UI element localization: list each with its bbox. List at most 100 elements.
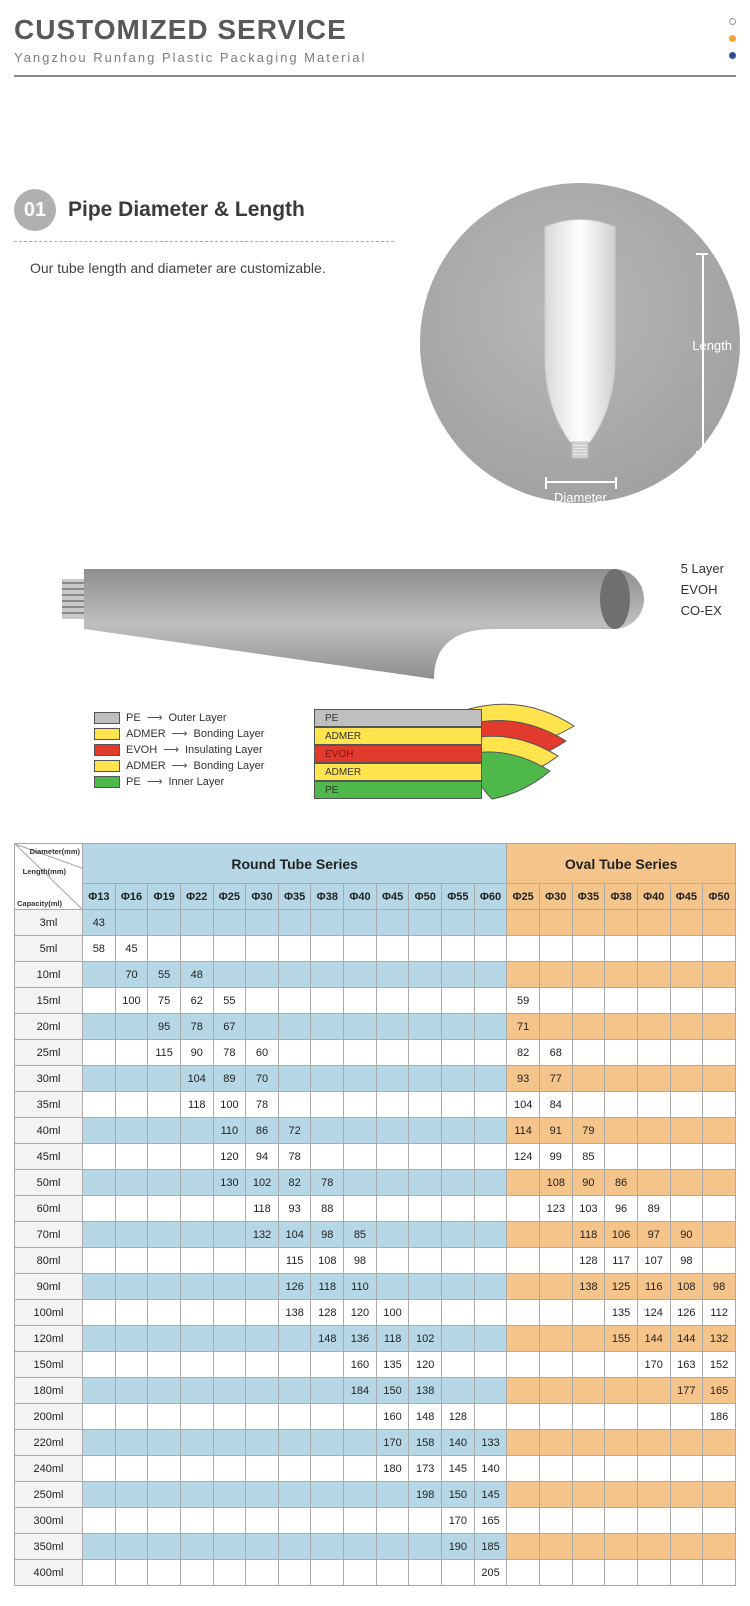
value-cell (115, 1014, 148, 1040)
value-cell: 79 (572, 1118, 605, 1144)
value-cell (442, 962, 475, 988)
value-cell: 160 (376, 1404, 409, 1430)
value-cell (115, 1560, 148, 1586)
value-cell (148, 1534, 181, 1560)
value-cell (246, 936, 279, 962)
corner-label: Length(mm) (23, 868, 66, 876)
value-cell (572, 1508, 605, 1534)
value-cell (507, 1352, 540, 1378)
value-cell (148, 1196, 181, 1222)
value-cell: 177 (670, 1378, 703, 1404)
value-cell: 118 (376, 1326, 409, 1352)
value-cell (83, 1534, 116, 1560)
value-cell (670, 1092, 703, 1118)
value-cell (344, 1482, 377, 1508)
value-cell: 108 (311, 1248, 344, 1274)
value-cell (213, 936, 246, 962)
value-cell (637, 910, 670, 936)
value-cell: 133 (474, 1430, 507, 1456)
table-row: 3ml43 (15, 910, 736, 936)
value-cell: 155 (605, 1326, 638, 1352)
length-bracket-icon (702, 253, 704, 453)
value-cell (246, 910, 279, 936)
value-cell (670, 1066, 703, 1092)
value-cell: 138 (409, 1378, 442, 1404)
value-cell (311, 962, 344, 988)
value-cell: 108 (670, 1274, 703, 1300)
value-cell (213, 1326, 246, 1352)
value-cell (344, 962, 377, 988)
value-cell: 205 (474, 1560, 507, 1586)
value-cell (344, 1170, 377, 1196)
value-cell (637, 1092, 670, 1118)
value-cell (246, 1326, 279, 1352)
value-cell (180, 1482, 213, 1508)
value-cell (180, 1378, 213, 1404)
value-cell (344, 1040, 377, 1066)
legend-line: CO-EX (681, 601, 724, 622)
diameter-header: Φ35 (572, 884, 605, 910)
diameter-header: Φ50 (703, 884, 736, 910)
value-cell (278, 1326, 311, 1352)
dot-icon (729, 52, 736, 59)
value-cell (376, 1534, 409, 1560)
value-cell (376, 1040, 409, 1066)
value-cell: 107 (637, 1248, 670, 1274)
capacity-cell: 120ml (15, 1326, 83, 1352)
table-row: 40ml11086721149179 (15, 1118, 736, 1144)
value-cell (539, 1456, 572, 1482)
table-row: 120ml148136118102155144144132 (15, 1326, 736, 1352)
value-cell: 170 (376, 1430, 409, 1456)
value-cell (180, 1248, 213, 1274)
value-cell (507, 1222, 540, 1248)
value-cell (409, 1014, 442, 1040)
value-cell (703, 1248, 736, 1274)
value-cell (115, 1326, 148, 1352)
legend-desc: Insulating Layer (185, 744, 263, 756)
value-cell (148, 1222, 181, 1248)
value-cell (376, 1118, 409, 1144)
value-cell: 72 (278, 1118, 311, 1144)
value-cell: 115 (278, 1248, 311, 1274)
value-cell: 86 (246, 1118, 279, 1144)
arrow-icon: ⟶ (147, 775, 163, 788)
section-pipe-diameter-length: 01 Pipe Diameter & Length Our tube lengt… (14, 189, 736, 519)
value-cell: 173 (409, 1456, 442, 1482)
value-cell (213, 1482, 246, 1508)
value-cell: 110 (213, 1118, 246, 1144)
capacity-cell: 45ml (15, 1144, 83, 1170)
value-cell (148, 1092, 181, 1118)
value-cell: 99 (539, 1144, 572, 1170)
value-cell (148, 1118, 181, 1144)
color-swatch-icon (94, 760, 120, 772)
value-cell (311, 1040, 344, 1066)
capacity-cell: 350ml (15, 1534, 83, 1560)
value-cell (115, 1222, 148, 1248)
page-header: CUSTOMIZED SERVICE Yangzhou Runfang Plas… (14, 14, 736, 77)
value-cell (442, 1274, 475, 1300)
value-cell (605, 1482, 638, 1508)
value-cell (409, 1066, 442, 1092)
value-cell (115, 1066, 148, 1092)
value-cell (83, 1352, 116, 1378)
value-cell (474, 1014, 507, 1040)
capacity-cell: 60ml (15, 1196, 83, 1222)
value-cell (311, 1534, 344, 1560)
value-cell (539, 1508, 572, 1534)
value-cell (311, 910, 344, 936)
value-cell (311, 988, 344, 1014)
value-cell: 132 (246, 1222, 279, 1248)
value-cell (703, 1534, 736, 1560)
value-cell (115, 1040, 148, 1066)
value-cell: 150 (376, 1378, 409, 1404)
value-cell (507, 1456, 540, 1482)
value-cell: 150 (442, 1482, 475, 1508)
value-cell (246, 988, 279, 1014)
table-row: 20ml95786771 (15, 1014, 736, 1040)
value-cell (180, 1300, 213, 1326)
value-cell (572, 1066, 605, 1092)
value-cell (83, 1274, 116, 1300)
value-cell (246, 1456, 279, 1482)
table-row: 400ml205 (15, 1560, 736, 1586)
value-cell (605, 1508, 638, 1534)
